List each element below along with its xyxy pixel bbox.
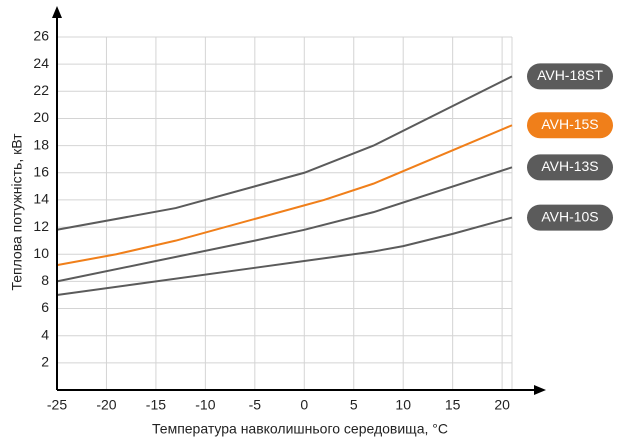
- grid: [56, 36, 513, 390]
- y-tick-label: 4: [41, 326, 49, 342]
- x-tick-label: -25: [47, 397, 67, 413]
- y-tick-label: 18: [33, 136, 49, 152]
- x-axis-arrow: [534, 385, 546, 395]
- x-tick-label: 10: [395, 397, 411, 413]
- legend-badge: [527, 63, 613, 90]
- legend-badge: [527, 112, 613, 139]
- y-tick-label: 12: [33, 218, 49, 234]
- x-tick-label: 0: [300, 397, 308, 413]
- legend-item: AVH-10S: [527, 204, 613, 231]
- x-tick-label: -20: [96, 397, 116, 413]
- lines: [56, 75, 513, 296]
- legend-badge: [527, 154, 613, 181]
- x-tick-label: -5: [249, 397, 262, 413]
- y-tick-label: 2: [41, 354, 49, 370]
- y-tick-label: 10: [33, 245, 49, 261]
- y-tick-label: 22: [33, 82, 49, 98]
- y-axis-arrow: [52, 6, 62, 18]
- series-line: [56, 124, 513, 267]
- x-tick-label: -10: [195, 397, 215, 413]
- legend-item: AVH-15S: [527, 112, 613, 139]
- series-line: [56, 75, 513, 231]
- y-tick-label: 20: [33, 109, 49, 125]
- y-tick-label: 14: [33, 191, 49, 207]
- x-tick-label: -15: [146, 397, 166, 413]
- legend-label: AVH-18ST: [537, 67, 603, 83]
- y-tick-label: 6: [41, 299, 49, 315]
- y-tick-label: 8: [41, 272, 49, 288]
- x-tick-label: 5: [350, 397, 358, 413]
- x-axis-label: Температура навколишнього середовища, °C: [152, 421, 448, 437]
- legend-label: AVH-13S: [541, 158, 598, 174]
- y-axis-label: Теплова потужність, кВт: [9, 133, 25, 291]
- legend-item: AVH-13S: [527, 154, 613, 181]
- legend-label: AVH-10S: [541, 208, 598, 224]
- legend-item: AVH-18ST: [527, 63, 613, 90]
- series-line: [56, 216, 513, 296]
- x-tick-label: 15: [445, 397, 461, 413]
- x-tick-label: 20: [494, 397, 510, 413]
- legend-badge: [527, 204, 613, 231]
- series-line: [56, 166, 513, 283]
- legend-label: AVH-15S: [541, 116, 598, 132]
- y-tick-label: 24: [33, 55, 49, 71]
- y-tick-label: 26: [33, 28, 49, 44]
- y-tick-label: 16: [33, 163, 49, 179]
